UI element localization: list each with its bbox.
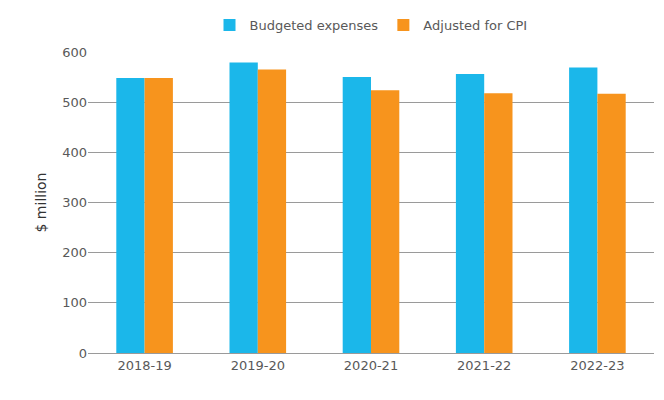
svg-text:2019-20: 2019-20 [231,358,285,373]
svg-text:200: 200 [62,245,87,260]
svg-text:2020-21: 2020-21 [344,358,398,373]
svg-text:500: 500 [62,95,87,110]
svg-text:$ million: $ million [33,173,49,233]
svg-text:2018-19: 2018-19 [117,358,171,373]
svg-text:Adjusted for CPI: Adjusted for CPI [423,18,527,33]
svg-text:0: 0 [79,346,87,361]
svg-text:600: 600 [62,45,87,60]
svg-text:Budgeted expenses: Budgeted expenses [250,18,379,33]
svg-text:400: 400 [62,145,87,160]
svg-text:2022-23: 2022-23 [570,358,624,373]
svg-text:2021-22: 2021-22 [457,358,511,373]
svg-text:100: 100 [62,295,87,310]
svg-text:300: 300 [62,195,87,210]
